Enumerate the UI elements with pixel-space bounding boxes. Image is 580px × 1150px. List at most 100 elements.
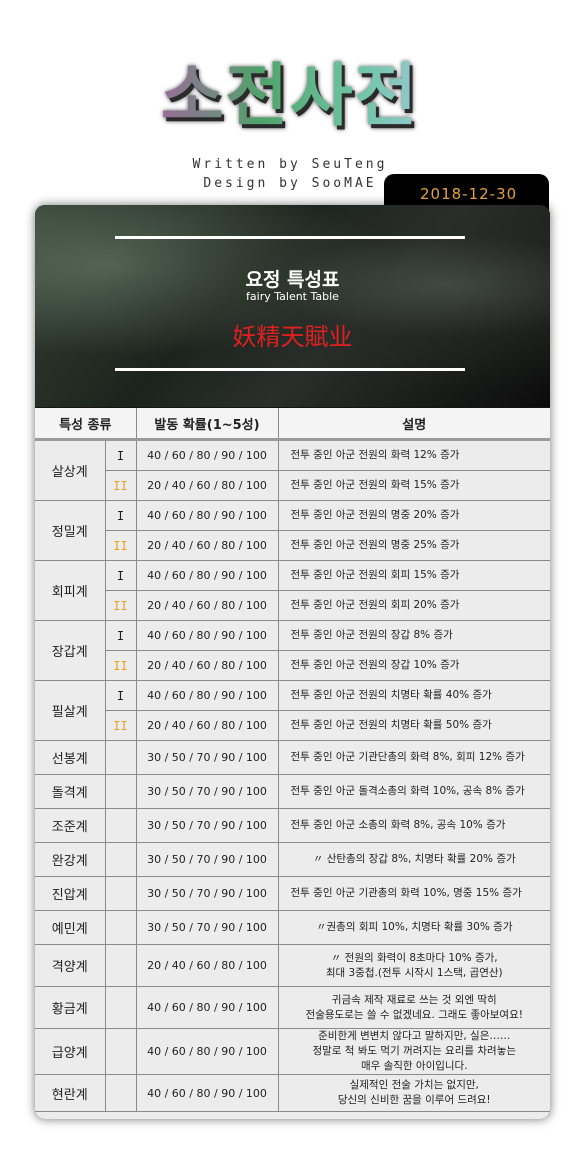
talent-table: 특성 종류 발동 확률(1~5성) 설명 살상계 I 40 / 60 / 80 / … xyxy=(35,408,550,1112)
talent-description: 전투 중인 아군 돌격소총의 화력 10%, 공속 8% 증가 xyxy=(278,774,550,809)
talent-description: 전투 중인 아군 전원의 화력 12% 증가 xyxy=(278,439,550,471)
talent-probability: 20 / 40 / 60 / 80 / 100 xyxy=(136,530,279,561)
talent-probability: 40 / 60 / 80 / 90 / 100 xyxy=(136,1028,279,1075)
talent-description: 전투 중인 아군 전원의 장갑 8% 증가 xyxy=(278,620,550,651)
talent-probability: 20 / 40 / 60 / 80 / 100 xyxy=(136,944,279,987)
talent-probability: 20 / 40 / 60 / 80 / 100 xyxy=(136,590,279,621)
talent-description: 전투 중인 아군 기관단총의 화력 8%, 회피 12% 증가 xyxy=(278,740,550,775)
table-row: 조준계 30 / 50 / 70 / 90 / 100 전투 중인 아군 소총의 화… xyxy=(35,808,550,843)
date-label: 2018-12-30 xyxy=(420,185,518,203)
talent-description: 〃 전원의 화력이 8초마다 10% 증가, 최대 3중첩.(전투 시작시 1스택… xyxy=(278,944,550,987)
talent-probability: 30 / 50 / 70 / 90 / 100 xyxy=(136,740,279,775)
table-row: 급양계 40 / 60 / 80 / 90 / 100 준비한게 변변치 않다고 말… xyxy=(35,1028,550,1075)
talent-grade-empty xyxy=(105,876,137,911)
talent-grade: I xyxy=(105,500,137,531)
talent-grade: II xyxy=(105,710,137,741)
talent-grade-empty xyxy=(105,740,137,775)
banner-title: 요정 특성표 xyxy=(245,269,340,291)
table-row: 예민계 30 / 50 / 70 / 90 / 100 〃권총의 회피 10%, 치… xyxy=(35,910,550,945)
talent-probability: 20 / 40 / 60 / 80 / 100 xyxy=(136,710,279,741)
talent-probability: 30 / 50 / 70 / 90 / 100 xyxy=(136,774,279,809)
talent-description: 전투 중인 아군 전원의 명중 20% 증가 xyxy=(278,500,550,531)
table-row: 살상계 I 40 / 60 / 80 / 90 / 100 전투 중인 아군 전원의 … xyxy=(35,439,550,501)
talent-grade-empty xyxy=(105,944,137,987)
table-row: 현란계 40 / 60 / 80 / 90 / 100 실제적인 전술 가치는 없지… xyxy=(35,1074,550,1112)
talent-grade-empty xyxy=(105,808,137,843)
talent-grade-empty xyxy=(105,842,137,877)
talent-type: 돌격계 xyxy=(35,774,106,809)
table-row: 진압계 30 / 50 / 70 / 90 / 100 전투 중인 아군 기관총의 … xyxy=(35,876,550,911)
talent-grade: II xyxy=(105,470,137,501)
talent-grade: II xyxy=(105,530,137,561)
talent-table-wrap: 특성 종류 발동 확률(1~5성) 설명 살상계 I 40 / 60 / 80 / … xyxy=(35,408,550,1119)
talent-type: 정밀계 xyxy=(35,500,106,561)
header-type: 특성 종류 xyxy=(35,408,137,441)
talent-probability: 40 / 60 / 80 / 90 / 100 xyxy=(136,500,279,531)
talent-description: 〃권총의 회피 10%, 치명타 확률 30% 증가 xyxy=(278,910,550,945)
table-row: II 20 / 40 / 60 / 80 / 100 전투 중인 아군 전원의 치명… xyxy=(35,710,550,741)
talent-probability: 40 / 60 / 80 / 90 / 100 xyxy=(136,439,279,471)
talent-description: 전투 중인 아군 전원의 회피 20% 증가 xyxy=(278,590,550,621)
talent-card: 요정 특성표 fairy Talent Table 妖精天賦业 특성 종류 발동… xyxy=(35,205,550,1119)
banner-subtitle: fairy Talent Table xyxy=(246,290,339,303)
talent-probability: 40 / 60 / 80 / 90 / 100 xyxy=(136,620,279,651)
talent-description: 전투 중인 아군 전원의 치명타 확률 50% 증가 xyxy=(278,710,550,741)
table-row: 필살계 I 40 / 60 / 80 / 90 / 100 전투 중인 아군 전원의 … xyxy=(35,680,550,741)
talent-probability: 40 / 60 / 80 / 90 / 100 xyxy=(136,1074,279,1112)
talent-probability: 30 / 50 / 70 / 90 / 100 xyxy=(136,910,279,945)
talent-probability: 30 / 50 / 70 / 90 / 100 xyxy=(136,842,279,877)
table-row: 선봉계 30 / 50 / 70 / 90 / 100 전투 중인 아군 기관단총의… xyxy=(35,740,550,775)
talent-type: 조준계 xyxy=(35,808,106,843)
talent-grade: I xyxy=(105,439,137,471)
talent-type: 회피계 xyxy=(35,560,106,621)
talent-type: 황금계 xyxy=(35,986,106,1029)
talent-grade: I xyxy=(105,620,137,651)
banner-image: 요정 특성표 fairy Talent Table 妖精天賦业 xyxy=(35,205,550,407)
talent-type: 완강계 xyxy=(35,842,106,877)
header-description: 설명 xyxy=(278,408,550,441)
talent-probability: 30 / 50 / 70 / 90 / 100 xyxy=(136,808,279,843)
talent-grade-empty xyxy=(105,1028,137,1075)
talent-grade: II xyxy=(105,650,137,681)
banner-divider-bottom xyxy=(115,368,465,371)
table-row: II 20 / 40 / 60 / 80 / 100 전투 중인 아군 전원의 화력… xyxy=(35,470,550,501)
talent-description: 귀금속 제작 재료로 쓰는 것 외엔 딱히 전술용도로는 쓸 수 없겠네요. 그래… xyxy=(278,986,550,1029)
talent-grade-empty xyxy=(105,986,137,1029)
table-row: 완강계 30 / 50 / 70 / 90 / 100 〃 산탄총의 장갑 8%, … xyxy=(35,842,550,877)
talent-probability: 40 / 60 / 80 / 90 / 100 xyxy=(136,680,279,711)
table-row: 장갑계 I 40 / 60 / 80 / 90 / 100 전투 중인 아군 전원의 … xyxy=(35,620,550,681)
talent-description: 실제적인 전술 가치는 없지만, 당신의 신비한 꿈을 이루어 드려요! xyxy=(278,1074,550,1112)
talent-type: 진압계 xyxy=(35,876,106,911)
talent-description: 전투 중인 아군 소총의 화력 8%, 공속 10% 증가 xyxy=(278,808,550,843)
table-row: 돌격계 30 / 50 / 70 / 90 / 100 전투 중인 아군 돌격소총의… xyxy=(35,774,550,809)
table-row: 격양계 20 / 40 / 60 / 80 / 100 〃 전원의 화력이 8초마다… xyxy=(35,944,550,987)
talent-description: 〃 산탄총의 장갑 8%, 치명타 확률 20% 증가 xyxy=(278,842,550,877)
banner-hanja-title: 妖精天賦业 xyxy=(232,323,353,351)
table-row: 회피계 I 40 / 60 / 80 / 90 / 100 전투 중인 아군 전원의 … xyxy=(35,560,550,621)
talent-probability: 30 / 50 / 70 / 90 / 100 xyxy=(136,876,279,911)
talent-probability: 20 / 40 / 60 / 80 / 100 xyxy=(136,650,279,681)
table-row: II 20 / 40 / 60 / 80 / 100 전투 중인 아군 전원의 회피… xyxy=(35,590,550,621)
talent-type: 현란계 xyxy=(35,1074,106,1112)
talent-type: 급양계 xyxy=(35,1028,106,1075)
talent-description: 전투 중인 아군 전원의 장갑 10% 증가 xyxy=(278,650,550,681)
credits-designer: Design by SooMAE xyxy=(203,176,377,191)
talent-description: 전투 중인 아군 전원의 명중 25% 증가 xyxy=(278,530,550,561)
table-row: 정밀계 I 40 / 60 / 80 / 90 / 100 전투 중인 아군 전원의 … xyxy=(35,500,550,561)
talent-grade-empty xyxy=(105,910,137,945)
talent-type: 살상계 xyxy=(35,439,106,501)
talent-grade-empty xyxy=(105,774,137,809)
talent-type: 예민계 xyxy=(35,910,106,945)
talent-type: 필살계 xyxy=(35,680,106,741)
talent-grade-empty xyxy=(105,1074,137,1112)
banner-divider-top xyxy=(115,236,465,239)
talent-type: 장갑계 xyxy=(35,620,106,681)
talent-grade: I xyxy=(105,560,137,591)
talent-description: 전투 중인 아군 기관총의 화력 10%, 명중 15% 증가 xyxy=(278,876,550,911)
talent-probability: 20 / 40 / 60 / 80 / 100 xyxy=(136,470,279,501)
talent-grade: II xyxy=(105,590,137,621)
header-probability: 발동 확률(1~5성) xyxy=(136,408,279,441)
talent-description: 전투 중인 아군 전원의 화력 15% 증가 xyxy=(278,470,550,501)
talent-description: 준비한게 변변치 않다고 말하지만, 실은…… 정말로 척 봐도 먹기 꺼려지는 … xyxy=(278,1028,550,1075)
talent-grade: I xyxy=(105,680,137,711)
